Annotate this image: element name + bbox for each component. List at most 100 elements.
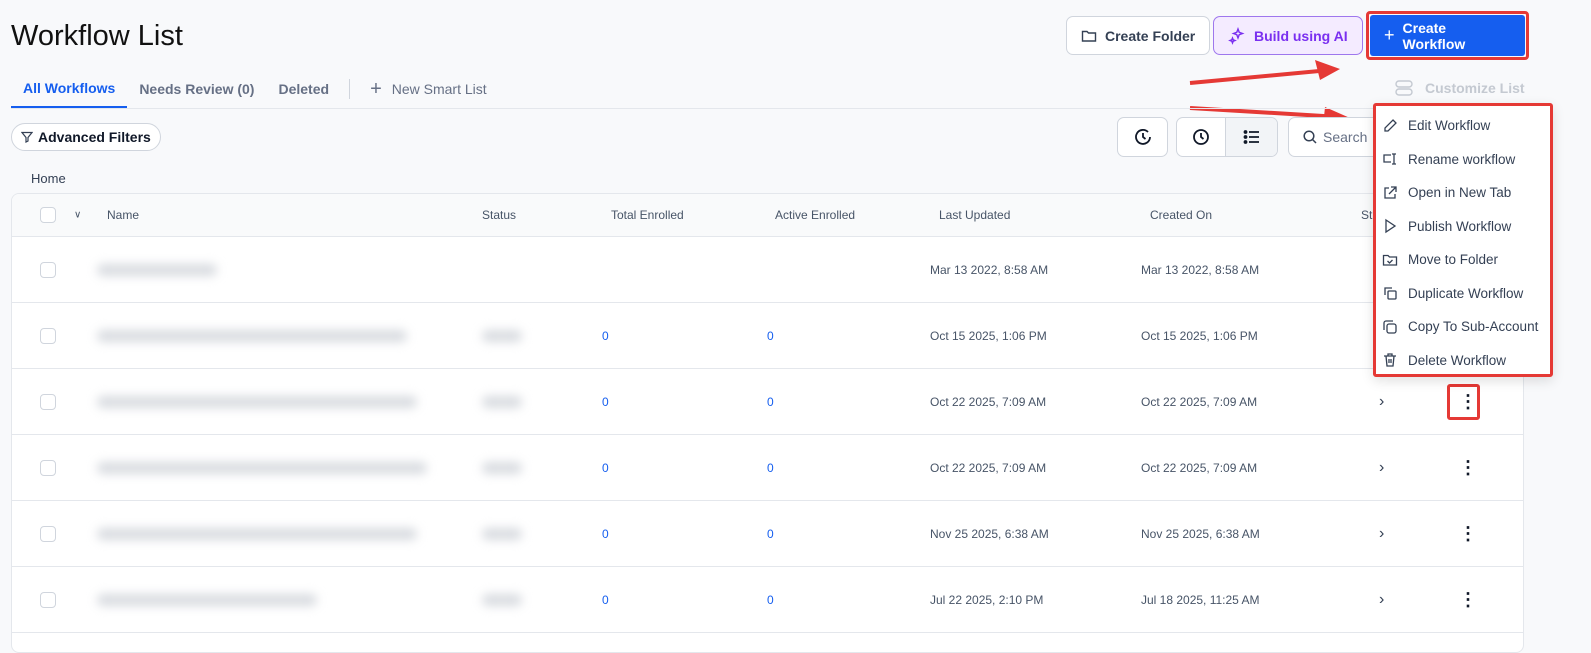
column-last-updated[interactable]: Last Updated [939,208,1011,222]
active-enrolled[interactable]: 0 [767,328,774,343]
history-button[interactable] [1117,117,1168,157]
clock-icon [1193,129,1209,145]
create-folder-button[interactable]: Create Folder [1066,16,1211,55]
created-on: Jul 18 2025, 11:25 AM [1141,592,1260,607]
table-row[interactable]: 0 0 Oct 22 2025, 7:09 AM Oct 22 2025, 7:… [12,369,1523,435]
menu-item-duplicate-workflow[interactable]: Duplicate Workflow [1376,277,1550,311]
plus-icon: + [1384,25,1395,45]
build-using-ai-button[interactable]: Build using AI [1213,16,1363,55]
tab-bar: All Workflows Needs Review (0) Deleted +… [11,70,499,108]
row-checkbox[interactable] [40,393,56,410]
folder-icon [1081,30,1097,42]
status-redacted [482,527,522,540]
total-enrolled[interactable]: 0 [602,328,609,343]
created-on: Nov 25 2025, 6:38 AM [1141,526,1260,541]
duplicate-icon [1384,287,1397,300]
menu-item-copy-to-sub-account[interactable]: Copy To Sub-Account [1376,310,1550,344]
annotation-box [1447,384,1480,420]
row-checkbox[interactable] [40,261,56,278]
chevron-right-icon[interactable]: › [1379,590,1385,608]
page-title: Workflow List [11,20,183,52]
new-smart-list-button[interactable]: + New Smart List [370,77,487,100]
create-workflow-button[interactable]: + Create Workflow [1370,15,1525,56]
status-redacted [482,461,522,474]
rename-icon [1383,153,1396,165]
active-enrolled[interactable]: 0 [767,526,774,541]
workflow-context-menu: Edit Workflow Rename workflow Open in New … [1373,103,1553,377]
workflow-name-redacted [97,527,417,540]
created-on: Oct 22 2025, 7:09 AM [1141,460,1258,475]
chevron-right-icon[interactable]: › [1379,524,1385,542]
total-enrolled[interactable]: 0 [602,460,609,475]
row-checkbox[interactable] [40,525,56,542]
status-redacted [482,593,522,606]
table-row[interactable]: 0 0 Oct 15 2025, 1:06 PM Oct 15 2025, 1:… [12,303,1523,369]
column-active-enrolled[interactable]: Active Enrolled [775,208,856,222]
total-enrolled[interactable]: 0 [602,526,609,541]
row-checkbox[interactable] [40,459,56,476]
tab-needs-review[interactable]: Needs Review (0) [139,81,255,97]
clock-view-button[interactable] [1177,118,1227,156]
play-icon [1385,219,1397,234]
kebab-menu-icon[interactable]: ⋮ [1459,457,1477,477]
select-all-checkbox[interactable] [40,207,56,223]
row-checkbox[interactable] [40,591,56,608]
menu-item-publish-workflow[interactable]: Publish Workflow [1376,210,1550,244]
menu-item-delete-workflow[interactable]: Delete Workflow [1376,344,1550,378]
workflow-table: ∨ Name Status Total Enrolled Active Enro… [11,193,1524,653]
workflow-name-redacted [97,593,317,606]
annotation-box [1366,11,1529,60]
workflow-name-redacted [97,329,407,342]
menu-item-rename-workflow[interactable]: Rename workflow [1376,143,1550,177]
menu-item-edit-workflow[interactable]: Edit Workflow [1376,109,1550,143]
copy-icon [1383,320,1397,334]
row-checkbox[interactable] [40,327,56,344]
column-stats[interactable]: St [1361,208,1373,222]
column-created-on[interactable]: Created On [1150,208,1213,222]
created-on: Oct 15 2025, 1:06 PM [1141,328,1258,343]
active-enrolled[interactable]: 0 [767,592,774,607]
tab-deleted[interactable]: Deleted [278,81,330,97]
last-updated: Oct 15 2025, 1:06 PM [930,328,1047,343]
column-name[interactable]: Name [107,208,140,222]
table-row[interactable]: 0 0 Oct 22 2025, 7:09 AM Oct 22 2025, 7:… [12,435,1523,501]
customize-list-button[interactable]: Customize List [1395,79,1525,97]
sparkles-icon [1228,26,1245,45]
created-on: Oct 22 2025, 7:09 AM [1141,394,1258,409]
column-total-enrolled[interactable]: Total Enrolled [611,208,684,222]
view-toggle [1176,117,1278,157]
table-row[interactable]: 0 0 Jul 22 2025, 2:10 PM Jul 18 2025, 11… [12,567,1523,633]
plus-icon: + [370,77,382,100]
tab-divider-line [11,108,1525,109]
menu-item-open-in-new-tab[interactable]: Open in New Tab [1376,176,1550,210]
workflow-name-redacted [97,461,427,474]
kebab-menu-icon[interactable]: ⋮ [1459,523,1477,543]
folder-move-icon [1382,254,1398,266]
list-view-button[interactable] [1226,118,1277,156]
external-link-icon [1384,186,1397,199]
list-icon [1243,130,1259,144]
created-on: Mar 13 2022, 8:58 AM [1141,262,1260,277]
table-row[interactable]: 0 0 Nov 25 2025, 6:38 AM Nov 25 2025, 6:… [12,501,1523,567]
total-enrolled[interactable]: 0 [602,394,609,409]
table-row[interactable]: Mar 13 2022, 8:58 AM Mar 13 2022, 8:58 A… [12,237,1523,303]
kebab-menu-icon[interactable]: ⋮ [1459,391,1477,411]
active-enrolled[interactable]: 0 [767,460,774,475]
column-status[interactable]: Status [482,208,517,222]
workflow-name-redacted [97,395,417,408]
filter-icon [21,131,33,143]
breadcrumb[interactable]: Home [31,171,66,186]
clock-refresh-icon [1134,129,1151,145]
advanced-filters-button[interactable]: Advanced Filters [11,123,161,151]
chevron-right-icon[interactable]: › [1379,458,1385,476]
kebab-menu-icon[interactable]: ⋮ [1459,589,1477,609]
active-enrolled[interactable]: 0 [767,394,774,409]
chevron-down-icon[interactable]: ∨ [74,209,82,221]
total-enrolled[interactable]: 0 [602,592,609,607]
tab-all-workflows[interactable]: All Workflows [11,70,128,108]
chevron-right-icon[interactable]: › [1379,392,1385,410]
table-header: ∨ Name Status Total Enrolled Active Enro… [12,194,1523,237]
menu-item-move-to-folder[interactable]: Move to Folder [1376,243,1550,277]
trash-icon [1384,353,1396,367]
toggles-icon [1395,80,1413,96]
